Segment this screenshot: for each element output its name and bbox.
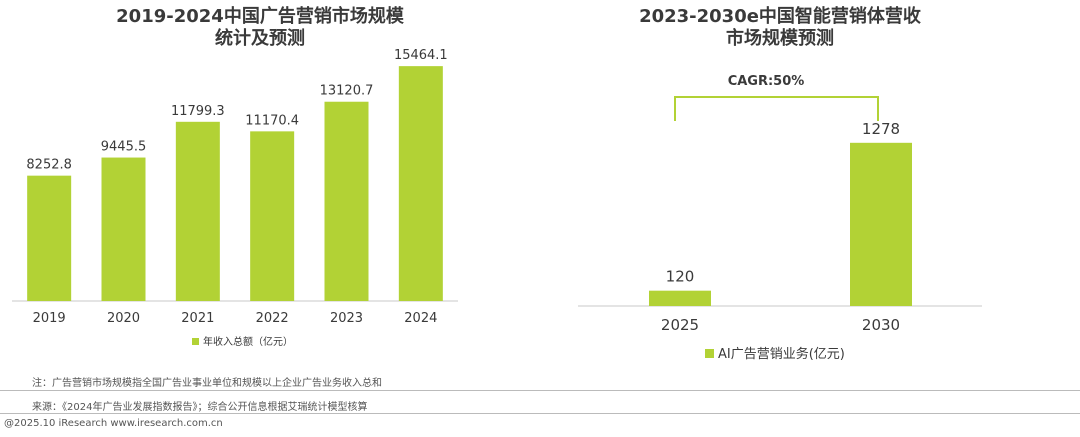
right-chart-title-line2: 市场规模预测	[726, 28, 834, 49]
left-bar-2020	[101, 157, 146, 301]
footnote-definition: 注：广告营销市场规模指全国广告业事业单位和规模以上企业广告业务收入总和	[32, 378, 382, 389]
copyright-footer: @2025.10 iResearch www.iresearch.com.cn	[4, 418, 223, 429]
left-bar-2023	[324, 101, 369, 301]
divider-line	[0, 413, 1080, 414]
left-chart-title-line2: 统计及预测	[215, 28, 305, 49]
divider-line	[0, 390, 1080, 391]
left-value-label-2021: 11799.3	[171, 104, 225, 119]
left-bar-2022	[250, 131, 295, 301]
left-category-label-2023: 2023	[330, 311, 363, 326]
left-category-label-2020: 2020	[107, 311, 140, 326]
right-category-label-2030: 2030	[862, 316, 900, 334]
right-bar-2030	[850, 142, 912, 306]
left-chart-title: 2019-2024中国广告营销市场规模 统计及预测	[60, 6, 460, 50]
left-category-label-2022: 2022	[256, 311, 289, 326]
left-legend-label: 年收入总额（亿元）	[203, 335, 293, 348]
right-category-label-2025: 2025	[661, 316, 699, 334]
left-category-label-2021: 2021	[181, 311, 214, 326]
left-value-label-2019: 8252.8	[26, 158, 72, 173]
right-bar-2025	[649, 290, 711, 306]
left-category-label-2019: 2019	[33, 311, 66, 326]
right-chart-title: 2023-2030e中国智能营销体营收 市场规模预测	[560, 6, 1000, 50]
left-bar-2019	[27, 175, 72, 301]
left-category-label-2024: 2024	[404, 311, 437, 326]
left-bar-2024	[398, 66, 443, 302]
right-legend-label: AI广告营销业务(亿元)	[718, 346, 845, 362]
left-legend-swatch	[192, 338, 199, 345]
left-value-label-2022: 11170.4	[245, 113, 299, 128]
footnote-source: 来源：《2024年广告业发展指数报告》；综合公开信息根据艾瑞统计模型核算	[32, 402, 368, 413]
right-chart-title-line1: 2023-2030e中国智能营销体营收	[639, 6, 921, 27]
left-chart-title-line1: 2019-2024中国广告营销市场规模	[116, 6, 404, 27]
left-value-label-2024: 15464.1	[394, 48, 448, 63]
cagr-bracket	[674, 96, 879, 121]
left-value-label-2020: 9445.5	[101, 140, 147, 155]
left-bar-2021	[175, 121, 220, 302]
right-value-label-2025: 120	[666, 268, 695, 286]
cagr-annotation: CAGR:50%	[728, 74, 805, 89]
left-value-label-2023: 13120.7	[320, 84, 374, 99]
right-value-label-2030: 1278	[862, 120, 900, 138]
right-legend-swatch	[705, 349, 714, 358]
